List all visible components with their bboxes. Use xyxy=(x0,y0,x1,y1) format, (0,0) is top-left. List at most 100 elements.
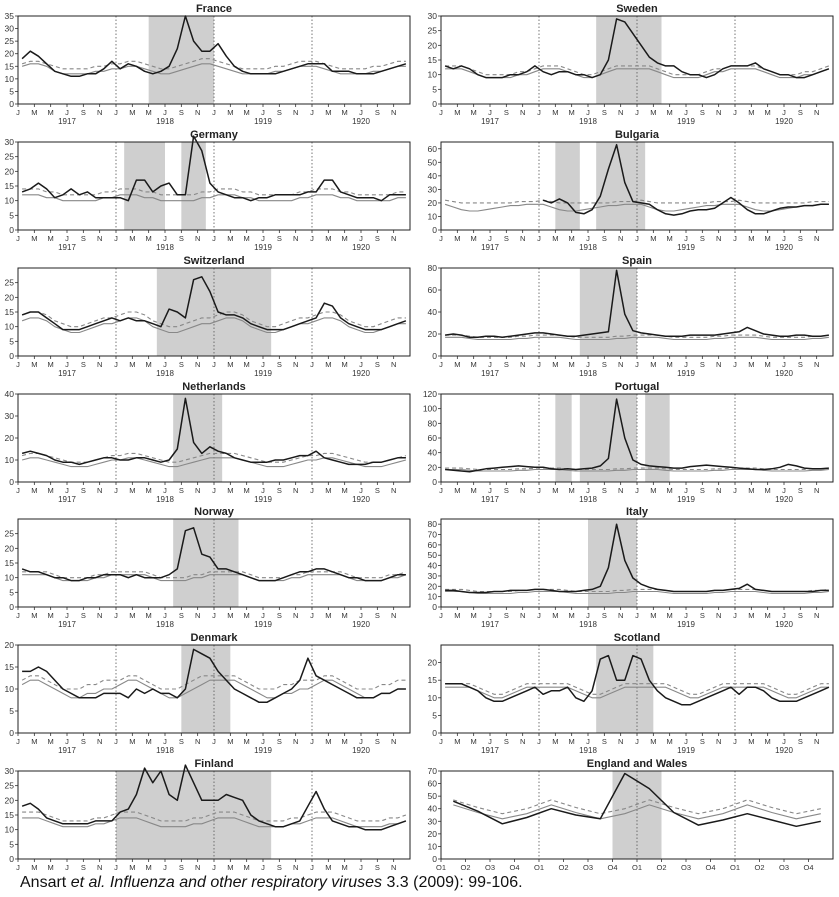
x-tick-label: J xyxy=(439,737,443,746)
x-tick-label: M xyxy=(342,108,348,117)
x-tick-label: N xyxy=(293,234,298,243)
panel-scotland: Scotland 0 5 10 15 20 J M M J S N J M M J S N J M M J S N J M M J S N… xyxy=(428,632,834,755)
panel-title: Netherlands xyxy=(182,381,246,393)
x-tick-label: M xyxy=(471,486,477,495)
x-tick-label: S xyxy=(602,234,607,243)
x-tick-label: N xyxy=(97,360,102,369)
x-tick-label: J xyxy=(16,360,20,369)
x-tick-label: M xyxy=(244,737,250,746)
y-tick-label: 10 xyxy=(5,455,15,465)
x-tick-label: J xyxy=(65,108,69,117)
y-tick-label: 0 xyxy=(432,728,437,738)
x-tick-label: S xyxy=(277,611,282,620)
year-label: 1920 xyxy=(352,495,370,504)
x-tick-label: Q4 xyxy=(803,863,813,870)
x-tick-label: J xyxy=(16,611,20,620)
year-label: 1917 xyxy=(481,117,499,126)
y-tick-label: 5 xyxy=(432,710,437,720)
y-tick-label: 10 xyxy=(428,841,438,851)
x-tick-label: M xyxy=(765,486,771,495)
plot-frame xyxy=(440,15,834,105)
year-label: 1917 xyxy=(58,495,76,504)
year-label: 1920 xyxy=(775,620,793,629)
y-tick-label: 20 xyxy=(5,640,15,650)
x-tick-label: N xyxy=(520,360,525,369)
x-tick-label: S xyxy=(602,611,607,620)
series-threshold-line xyxy=(445,334,829,338)
x-tick-label: M xyxy=(244,108,250,117)
x-tick-label: J xyxy=(782,360,786,369)
y-tick-label: 25 xyxy=(428,26,438,36)
x-tick-label: M xyxy=(765,737,771,746)
x-tick-label: M xyxy=(325,863,331,870)
y-tick-label: 15 xyxy=(5,181,15,191)
x-tick-label: S xyxy=(504,611,509,620)
x-tick-label: J xyxy=(261,737,265,746)
x-tick-label: N xyxy=(716,737,721,746)
x-tick-label: M xyxy=(48,360,54,369)
x-tick-label: Q4 xyxy=(705,863,715,870)
x-tick-label: S xyxy=(798,234,803,243)
x-tick-label: J xyxy=(733,108,737,117)
x-tick-label: J xyxy=(163,108,167,117)
x-tick-label: J xyxy=(586,737,590,746)
y-tick-label: 80 xyxy=(428,263,438,273)
y-tick-label: 25 xyxy=(5,781,15,791)
x-tick-label: N xyxy=(716,108,721,117)
y-tick-label: 0 xyxy=(9,854,14,864)
y-tick-label: 20 xyxy=(428,40,438,50)
x-tick-label: N xyxy=(814,486,819,495)
x-tick-label: J xyxy=(65,486,69,495)
x-tick-label: M xyxy=(650,360,656,369)
x-tick-label: J xyxy=(310,234,314,243)
x-tick-label: Q3 xyxy=(583,863,593,870)
x-tick-label: J xyxy=(635,486,639,495)
x-tick-label: M xyxy=(31,863,37,870)
series-observed-line xyxy=(445,523,829,594)
y-tick-label: 35 xyxy=(5,11,15,21)
figure-panels: France 0 5 10 15 20 25 30 35 J M M J S N J M M J S N J M M J S N J M… xyxy=(5,3,834,870)
series-baseline-line xyxy=(22,817,407,828)
x-tick-label: N xyxy=(618,234,623,243)
x-tick-label: S xyxy=(700,611,705,620)
x-tick-label: M xyxy=(454,234,460,243)
plot-frame xyxy=(440,393,834,483)
x-tick-label: J xyxy=(782,611,786,620)
x-tick-label: S xyxy=(179,234,184,243)
epidemic-period-shade xyxy=(596,16,662,104)
x-tick-label: M xyxy=(227,737,233,746)
x-tick-label: M xyxy=(244,863,250,870)
x-tick-label: M xyxy=(244,611,250,620)
epidemic-period-shade xyxy=(148,16,214,104)
x-tick-label: J xyxy=(16,737,20,746)
x-tick-label: J xyxy=(586,234,590,243)
panel-title: England and Wales xyxy=(587,758,687,770)
x-tick-label: M xyxy=(325,108,331,117)
x-tick-label: J xyxy=(65,234,69,243)
x-tick-label: J xyxy=(537,234,541,243)
x-tick-label: J xyxy=(114,360,118,369)
x-tick-label: J xyxy=(212,863,216,870)
series-threshold-line xyxy=(445,683,829,695)
x-tick-label: S xyxy=(798,486,803,495)
x-tick-label: N xyxy=(618,486,623,495)
x-tick-label: J xyxy=(65,863,69,870)
x-tick-label: J xyxy=(537,108,541,117)
series-observed-line xyxy=(445,398,829,473)
x-tick-label: M xyxy=(569,234,575,243)
year-label: 1918 xyxy=(579,369,597,378)
year-label: 1917 xyxy=(58,243,76,252)
x-tick-label: M xyxy=(667,108,673,117)
y-tick-label: 40 xyxy=(428,171,438,181)
year-label: 1918 xyxy=(156,243,174,252)
citation: Ansart et al. Influenza and other respir… xyxy=(20,874,523,892)
x-tick-label: J xyxy=(16,234,20,243)
y-tick-label: 5 xyxy=(9,839,14,849)
x-tick-label: S xyxy=(179,863,184,870)
x-tick-label: J xyxy=(439,611,443,620)
y-tick-label: 10 xyxy=(5,684,15,694)
year-label: 1917 xyxy=(481,620,499,629)
x-tick-label: M xyxy=(454,611,460,620)
y-tick-label: 30 xyxy=(428,184,438,194)
x-tick-label: M xyxy=(471,611,477,620)
